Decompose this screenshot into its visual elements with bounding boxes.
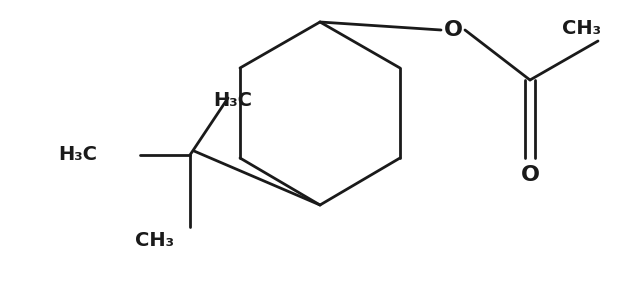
Text: O: O — [444, 20, 463, 40]
Text: CH₃: CH₃ — [562, 19, 601, 38]
Text: H₃C: H₃C — [58, 146, 97, 164]
Text: CH₃: CH₃ — [136, 231, 175, 249]
Text: H₃C: H₃C — [213, 91, 252, 109]
Text: O: O — [520, 165, 540, 185]
